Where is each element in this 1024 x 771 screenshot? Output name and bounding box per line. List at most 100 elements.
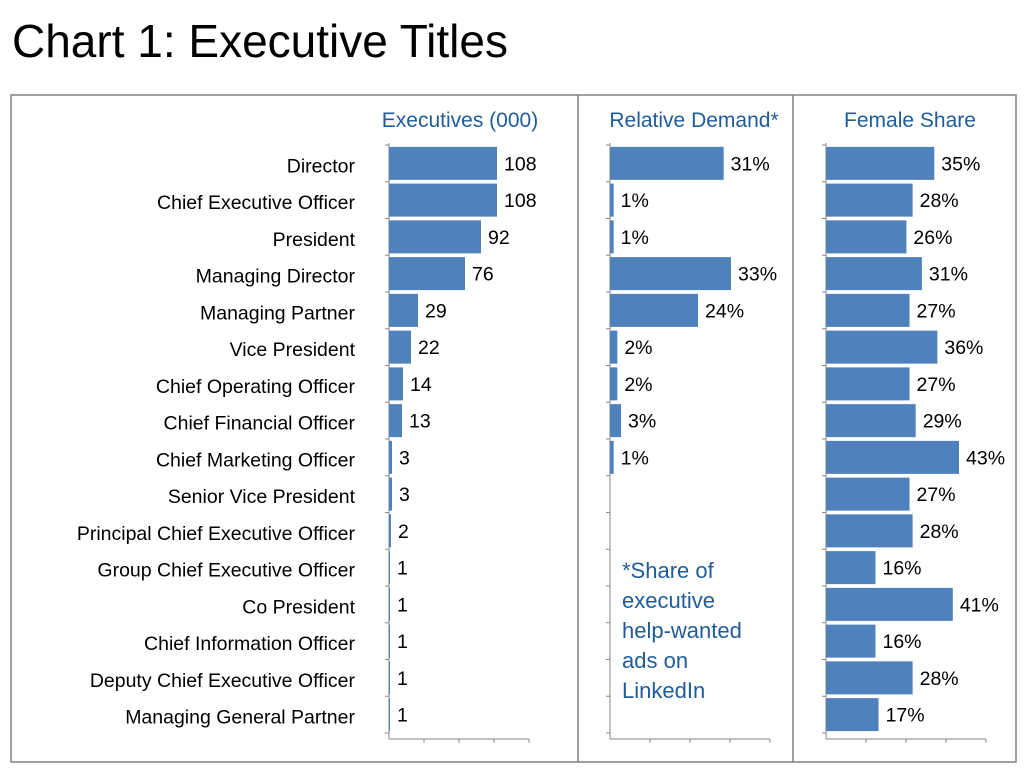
footnote-line: help-wanted — [622, 618, 742, 643]
panel-1-bar — [389, 220, 481, 254]
panel-1-value-label: 108 — [504, 153, 537, 175]
panel-3-bar — [826, 183, 913, 217]
panel-3-value-label: 36% — [944, 337, 983, 359]
panel-1-value-label: 14 — [410, 374, 432, 396]
panel-2-bar — [610, 220, 614, 254]
panel-3-bar — [826, 440, 959, 474]
panel-3-bar — [826, 367, 910, 401]
panel-2-value-label: 1% — [621, 227, 649, 249]
panel-1-bar — [389, 551, 390, 585]
category-label: President — [273, 229, 356, 251]
panel-1-value-label: 3 — [399, 484, 410, 506]
panel-3-bar — [826, 330, 938, 364]
panel-1-bar — [389, 293, 418, 327]
panel-1-bar — [389, 624, 390, 658]
panel-3-value-label: 35% — [941, 153, 980, 175]
panel-2-bar — [610, 440, 614, 474]
panel-3-bar — [826, 146, 935, 180]
panel-1-value-label: 2 — [398, 521, 409, 543]
panel-3-value-label: 17% — [886, 705, 925, 727]
panel-1-value-label: 22 — [418, 337, 440, 359]
panel-2-bar — [610, 183, 614, 217]
panel-3-value-label: 16% — [882, 631, 921, 653]
category-label: Chief Financial Officer — [164, 413, 356, 435]
panel-3-value-label: 28% — [920, 521, 959, 543]
panel-3-value-label: 41% — [960, 594, 999, 616]
panel-3-value-label: 27% — [917, 300, 956, 322]
panel-1-value-label: 108 — [504, 190, 537, 212]
panel-3-bar — [826, 624, 876, 658]
panel-2-value-label: 2% — [624, 337, 652, 359]
panel-1-bar — [389, 440, 392, 474]
panel-3-bar — [826, 477, 910, 511]
panel-1-bar — [389, 698, 390, 732]
panel-1-bar — [389, 146, 497, 180]
panel-1-bar — [389, 367, 403, 401]
panel-1-value-label: 13 — [409, 411, 431, 433]
panel-3-value-label: 43% — [966, 447, 1005, 469]
panel-3-value-label: 28% — [920, 190, 959, 212]
category-label: Principal Chief Executive Officer — [77, 523, 356, 545]
panel-1-bar — [389, 404, 402, 438]
panel-2-value-label: 24% — [705, 300, 744, 322]
chart-title: Chart 1: Executive Titles — [12, 15, 508, 67]
panel-1-value-label: 1 — [397, 558, 408, 580]
panel-1-value-label: 1 — [397, 594, 408, 616]
panel-3-value-label: 16% — [882, 558, 921, 580]
panel-2-value-label: 31% — [731, 153, 770, 175]
footnote-line: ads on — [622, 648, 688, 673]
footnote-line: LinkedIn — [622, 678, 705, 703]
panel-1-bar — [389, 514, 391, 548]
panel-2-bar — [610, 367, 618, 401]
panel-2-value-label: 2% — [624, 374, 652, 396]
panel-1-value-label: 29 — [425, 300, 447, 322]
panel-3-bar — [826, 698, 879, 732]
category-label: Director — [287, 155, 356, 177]
category-label: Co President — [242, 596, 355, 618]
category-label: Managing General Partner — [125, 707, 355, 729]
panel-3-bar — [826, 404, 916, 438]
panel-1-bar — [389, 257, 465, 291]
category-label: Deputy Chief Executive Officer — [90, 670, 356, 692]
panel-2-bar — [610, 404, 621, 438]
panel-1-value-label: 1 — [397, 705, 408, 727]
panel-3-value-label: 29% — [923, 411, 962, 433]
category-label: Vice President — [230, 339, 356, 361]
footnote-line: executive — [622, 588, 715, 613]
panel-3-bar — [826, 514, 913, 548]
panel-2-value-label: 3% — [628, 411, 656, 433]
panel-3-header: Female Share — [844, 109, 976, 132]
panel-2-bar — [610, 257, 731, 291]
panel-1-header: Executives (000) — [382, 109, 538, 132]
panel-3-value-label: 26% — [913, 227, 952, 249]
panel-2-value-label: 33% — [738, 264, 777, 286]
panel-1-value-label: 92 — [488, 227, 510, 249]
category-label: Chief Operating Officer — [156, 376, 356, 398]
panel-3-bar — [826, 293, 910, 327]
panel-3-bar — [826, 551, 876, 585]
panel-1-bar — [389, 477, 392, 511]
chart-frame — [10, 94, 1017, 763]
panel-3-value-label: 27% — [917, 374, 956, 396]
panel-3-value-label: 31% — [929, 264, 968, 286]
category-label: Senior Vice President — [168, 486, 356, 508]
category-label: Chief Executive Officer — [157, 192, 355, 214]
category-label: Group Chief Executive Officer — [97, 560, 355, 582]
panel-3-bar — [826, 661, 913, 695]
panel-2-bar — [610, 293, 698, 327]
category-label: Chief Information Officer — [144, 633, 355, 655]
panel-1-value-label: 1 — [397, 668, 408, 690]
panel-3-bar — [826, 587, 953, 621]
panel-1-bar — [389, 587, 390, 621]
panel-3-value-label: 27% — [917, 484, 956, 506]
panel-1-value-label: 76 — [472, 264, 494, 286]
panel-2-header: Relative Demand* — [609, 109, 778, 132]
panel-1-bar — [389, 330, 411, 364]
panel-1-bar — [389, 183, 497, 217]
panel-3-value-label: 28% — [920, 668, 959, 690]
category-label: Managing Partner — [200, 302, 356, 324]
panel-2-value-label: 1% — [621, 447, 649, 469]
panel-2-bar — [610, 330, 618, 364]
panel-1-bar — [389, 661, 390, 695]
